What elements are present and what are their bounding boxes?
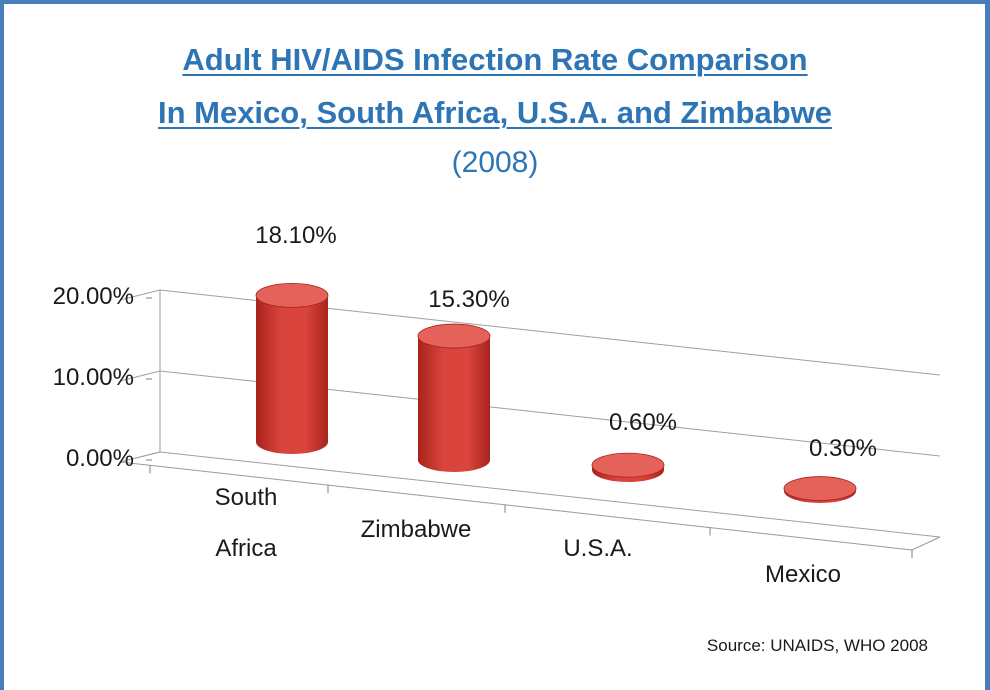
category-label: Zimbabwe [361,516,472,543]
chart-title-line1: Adult HIV/AIDS Infection Rate Comparison [182,42,808,77]
category-label: South Africa [215,484,278,562]
category-labels: South Africa Zimbabwe U.S.A. Mexico [215,484,841,588]
bar-u-s-a- [591,452,665,482]
gridlines [119,289,941,558]
gridline-side [119,289,161,301]
floor-right-edge [911,536,941,551]
category-label: U.S.A. [563,535,632,562]
chart-subtitle: (2008) [451,146,539,179]
data-label: 15.30% [428,286,509,313]
bars [255,282,857,503]
y-tick-label: 0.00% [66,445,134,472]
source-note: Source: UNAIDS, WHO 2008 [706,636,928,655]
data-label: 18.10% [255,222,336,249]
gridline-side [119,370,161,382]
chart-title-line2: In Mexico, South Africa, U.S.A. and Zimb… [157,95,833,130]
gridline [159,451,941,538]
y-tick-label: 20.00% [53,283,134,310]
y-tick-label: 10.00% [53,364,134,391]
y-tick-labels: 0.00% 10.00% 20.00% [53,283,134,472]
floor-front-edge [119,461,913,551]
data-labels: 18.10% 15.30% 0.60% 0.30% [255,222,877,462]
bar-mexico [783,476,857,503]
data-label: 0.60% [609,409,677,436]
bar-south-africa [255,282,329,454]
bar-zimbabwe [417,323,491,472]
category-label: Mexico [765,561,841,588]
gridline-side [119,451,161,463]
data-label: 0.30% [809,435,877,462]
